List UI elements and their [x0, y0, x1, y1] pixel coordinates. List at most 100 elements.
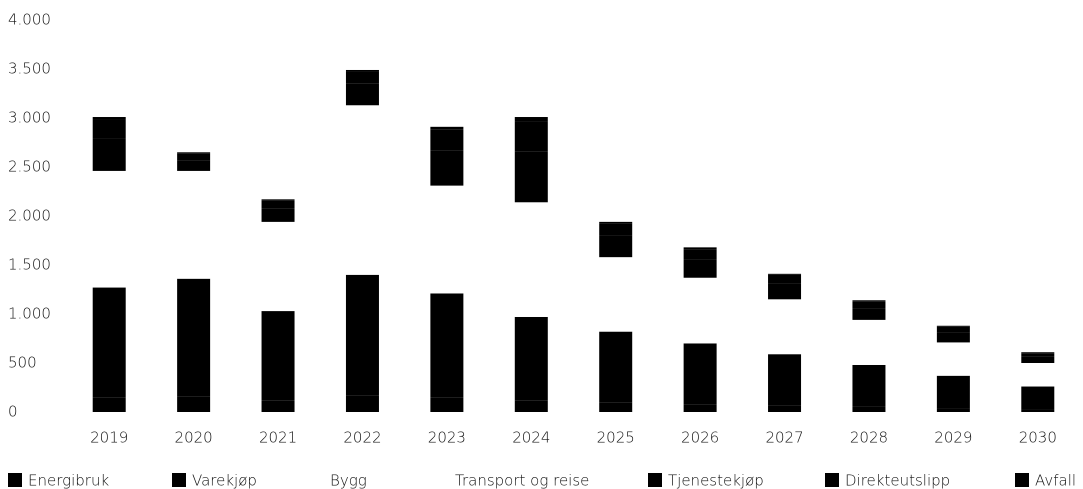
- y-tick-label: 1.500: [8, 256, 51, 274]
- legend-label: Direkteutslipp: [845, 472, 950, 489]
- legend-swatch: [648, 473, 662, 487]
- x-tick-label: 2026: [681, 429, 719, 447]
- bar-segment: [852, 406, 886, 412]
- bar-segment: [177, 153, 211, 161]
- bar-segment: [599, 257, 633, 291]
- y-tick-label: 1.000: [8, 305, 51, 323]
- bar-segment: [599, 290, 633, 332]
- bar-segment: [683, 307, 717, 344]
- bar-segment: [936, 408, 970, 412]
- bar-segment: [261, 199, 295, 201]
- bar-segment: [852, 300, 886, 302]
- legend-label: Energibruk: [28, 472, 109, 489]
- bar-segment: [768, 299, 802, 324]
- legend-swatch: [172, 473, 186, 487]
- bar-segment: [514, 121, 548, 152]
- legend-label: Avfall: [1035, 472, 1076, 489]
- bar-segment: [683, 343, 717, 405]
- bar-segment: [92, 119, 126, 139]
- y-tick-label: 500: [8, 354, 37, 372]
- bar-segment: [1021, 353, 1055, 357]
- bar-segment: [852, 301, 886, 309]
- bar-segment: [599, 402, 633, 412]
- bar-segment: [936, 332, 970, 343]
- y-tick-label: 2.000: [8, 207, 51, 225]
- bar-segment: [345, 83, 379, 106]
- x-tick-label: 2029: [934, 429, 972, 447]
- legend-swatch: [825, 473, 839, 487]
- bar-segment: [430, 397, 464, 412]
- bar-segment: [345, 69, 379, 72]
- bar-segment: [683, 277, 717, 308]
- bar-segment: [514, 151, 548, 203]
- x-tick-label: 2021: [259, 429, 297, 447]
- y-tick-label: 3.000: [8, 109, 51, 127]
- bar-segment: [430, 150, 464, 186]
- legend-label: Varekjøp: [192, 472, 257, 489]
- bar-segment: [514, 316, 548, 401]
- bar-segment: [1021, 352, 1055, 354]
- legend-swatch: [310, 473, 324, 487]
- bar-segment: [345, 181, 379, 275]
- bar-segment: [768, 274, 802, 284]
- bar-segment: [683, 247, 717, 250]
- bar-segment: [92, 397, 126, 412]
- bar-segment: [852, 340, 886, 365]
- x-tick-label: 2019: [90, 429, 128, 447]
- bar-segment: [514, 117, 548, 122]
- bar-segment: [1021, 363, 1055, 374]
- bar-segment: [261, 400, 295, 412]
- y-tick-label: 0: [8, 403, 18, 421]
- legend-label: Tjenestekjøp: [668, 472, 764, 489]
- bar-segment: [768, 323, 802, 355]
- x-tick-label: 2030: [1019, 429, 1057, 447]
- bar-segment: [430, 293, 464, 398]
- bar-segment: [345, 274, 379, 396]
- bar-segment: [1021, 373, 1055, 387]
- legend-label: Transport og reise: [455, 472, 589, 489]
- y-tick-label: 2.500: [8, 158, 51, 176]
- x-tick-label: 2028: [850, 429, 888, 447]
- bar-segment: [177, 278, 211, 397]
- legend-swatch: [435, 473, 449, 487]
- bar-segment: [936, 375, 970, 409]
- bar-segment: [261, 208, 295, 222]
- bar-segment: [261, 262, 295, 312]
- bar-segment: [177, 160, 211, 171]
- bar-segment: [768, 405, 802, 412]
- bar-segment: [514, 254, 548, 317]
- bar-segment: [345, 71, 379, 84]
- legend-swatch: [1015, 473, 1029, 487]
- bar-segment: [768, 273, 802, 275]
- bar-segment: [177, 152, 211, 154]
- bar-segment: [261, 221, 295, 263]
- bar-segment: [514, 400, 548, 412]
- bar-segment: [177, 396, 211, 412]
- bar-segment: [177, 219, 211, 279]
- x-tick-label: 2020: [175, 429, 213, 447]
- bar-segment: [852, 364, 886, 407]
- x-tick-label: 2027: [765, 429, 803, 447]
- bar-segment: [599, 221, 633, 224]
- bar-segment: [852, 319, 886, 341]
- y-tick-label: 4.000: [8, 11, 51, 29]
- bar-segment: [683, 259, 717, 278]
- bar-segment: [92, 170, 126, 224]
- legend-swatch: [8, 473, 22, 487]
- bar-segment: [430, 234, 464, 294]
- x-tick-label: 2024: [512, 429, 550, 447]
- bar-segment: [430, 126, 464, 130]
- x-tick-label: 2025: [597, 429, 635, 447]
- bar-segment: [599, 235, 633, 258]
- bar-segment: [936, 326, 970, 333]
- x-tick-label: 2022: [343, 429, 381, 447]
- bar-segment: [1021, 356, 1055, 363]
- bar-segment: [92, 138, 126, 171]
- bar-segment: [514, 202, 548, 255]
- bar-segment: [1021, 386, 1055, 410]
- bar-segment: [683, 249, 717, 260]
- bar-segment: [936, 357, 970, 376]
- bar-segment: [92, 117, 126, 120]
- bar-segment: [768, 283, 802, 300]
